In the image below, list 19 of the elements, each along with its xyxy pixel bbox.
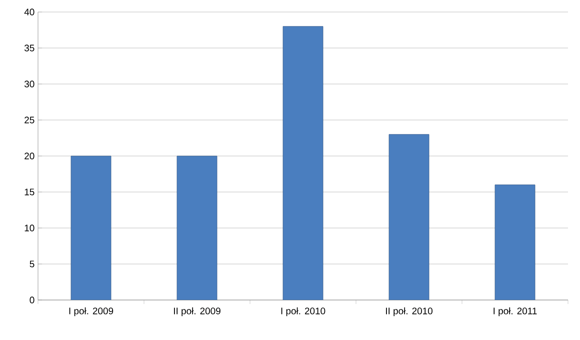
bar — [176, 156, 218, 300]
y-tick-label: 30 — [24, 80, 34, 88]
x-tick-label: I poł. 2009 — [69, 307, 114, 316]
bar — [70, 156, 112, 300]
bar — [282, 26, 324, 300]
y-tick-label: 5 — [30, 260, 34, 268]
bar — [494, 184, 536, 300]
y-tick-label: 15 — [24, 188, 34, 196]
x-tick-label: I poł. 2010 — [281, 307, 326, 316]
y-tick-label: 35 — [24, 44, 34, 52]
y-tick-label: 40 — [24, 8, 34, 16]
bar — [388, 134, 430, 300]
y-tick-label: 0 — [30, 296, 34, 304]
x-tick-label: I poł. 2011 — [494, 307, 537, 316]
y-tick-label: 25 — [24, 116, 34, 124]
y-tick-label: 20 — [24, 152, 34, 160]
x-tick-label: II poł. 2010 — [386, 307, 432, 316]
x-tick-label: II poł. 2009 — [174, 307, 220, 316]
y-tick-label: 10 — [24, 224, 34, 232]
